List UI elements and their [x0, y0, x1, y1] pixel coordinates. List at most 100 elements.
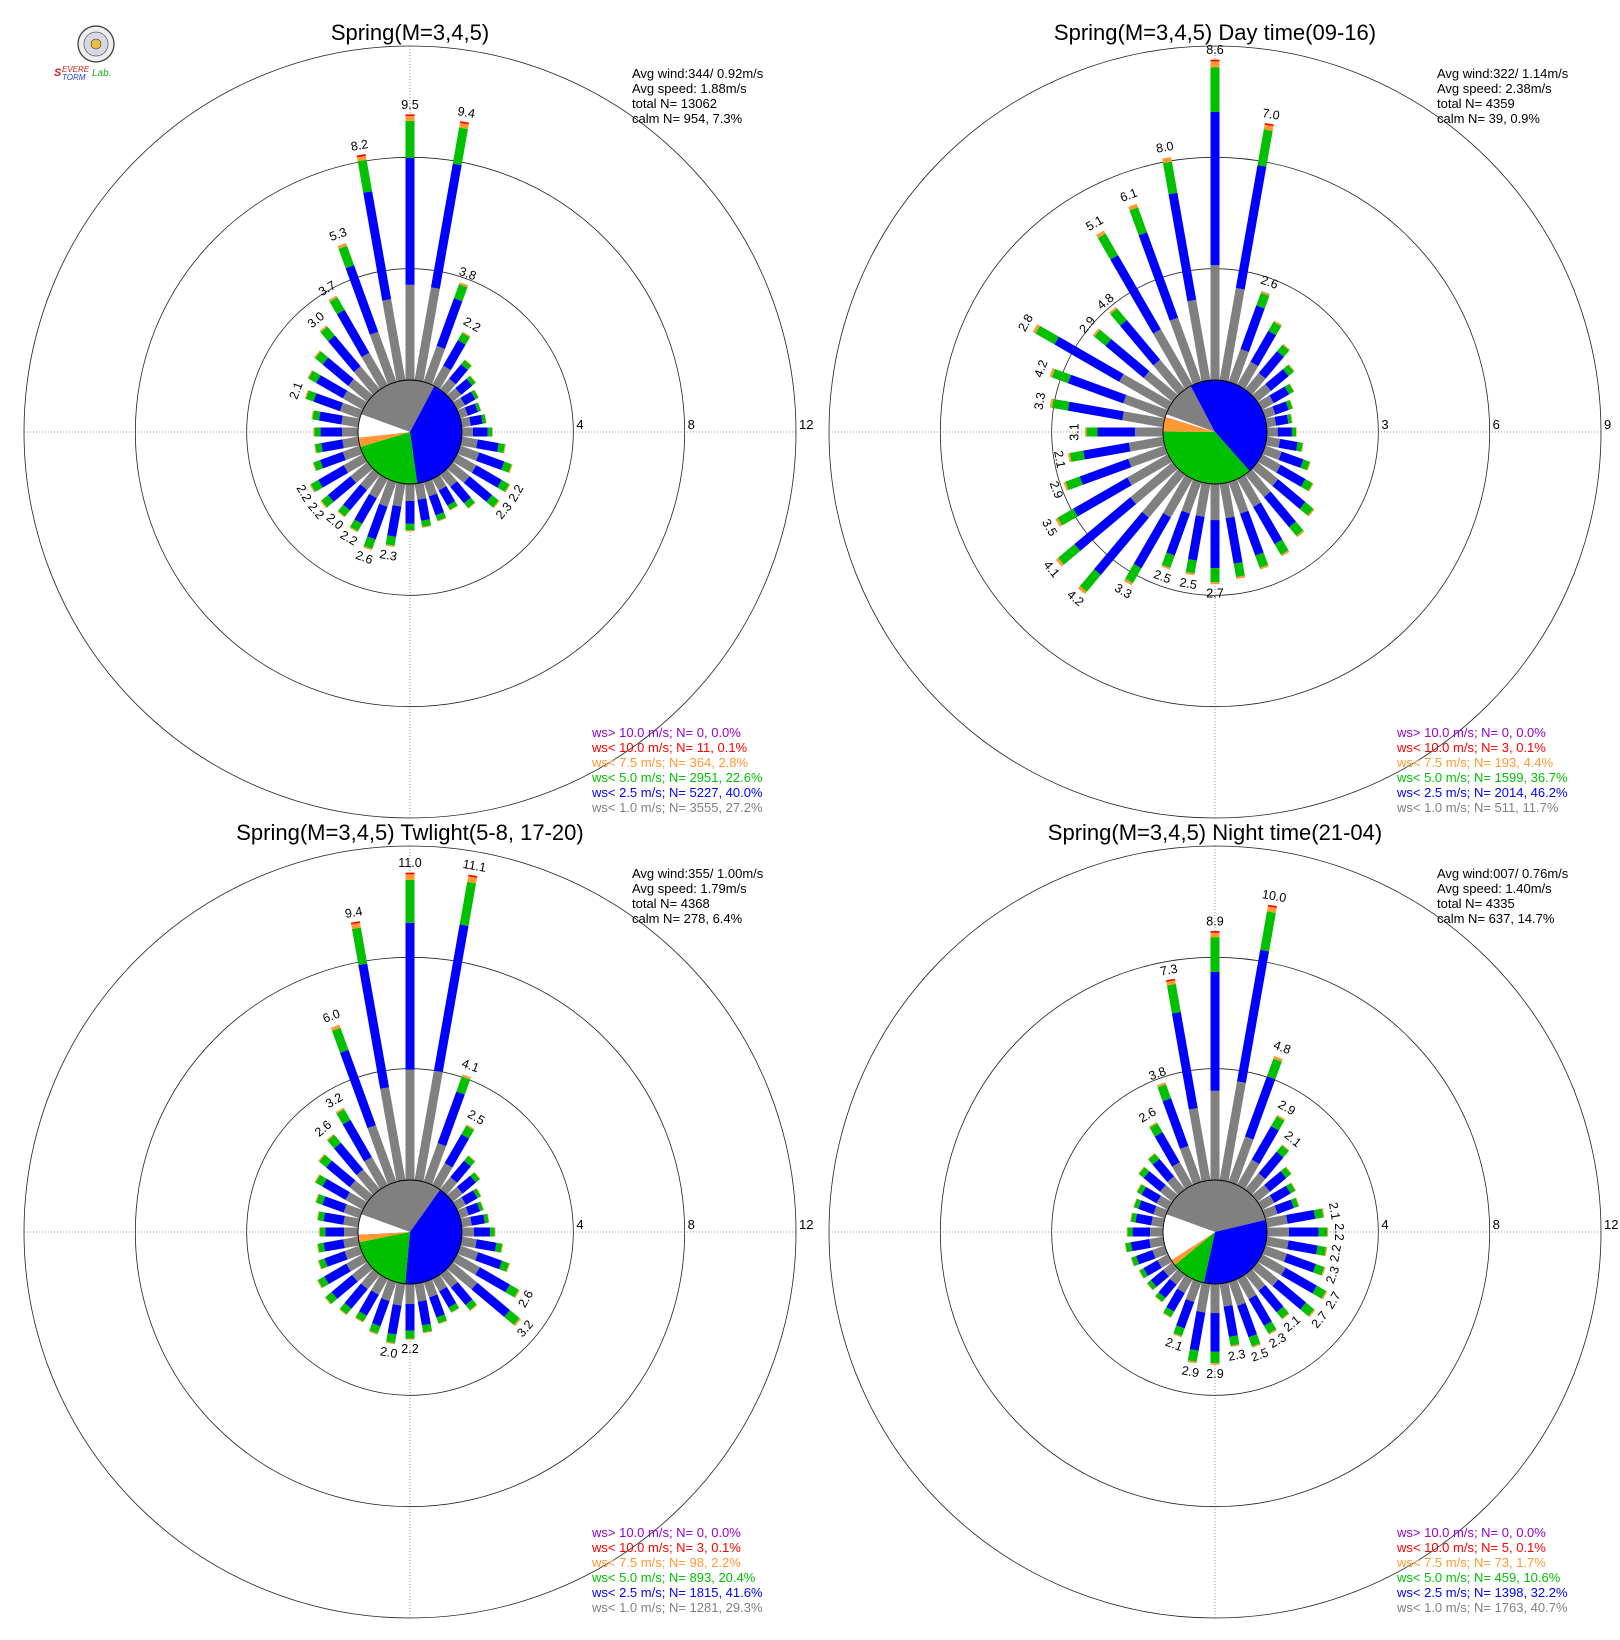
bar-segment [1132, 1227, 1150, 1237]
bar-segment [1251, 1343, 1261, 1348]
bar-segment [363, 191, 392, 301]
direction-bar [1210, 931, 1220, 1180]
bar-segment [316, 1280, 323, 1289]
bar-segment [1149, 1123, 1163, 1137]
direction-bar [309, 454, 368, 493]
bar-segment [330, 1024, 341, 1031]
direction-bar [439, 468, 476, 509]
bar-segment [1274, 1199, 1294, 1214]
bar-segment [346, 1254, 368, 1272]
bar-segment [1065, 476, 1083, 491]
direction-bar [316, 1254, 368, 1289]
bar-segment [1321, 1290, 1328, 1300]
bar-segment [1055, 517, 1062, 527]
bar-segment [481, 414, 487, 424]
bar-segment [1147, 1280, 1157, 1290]
ring-circle [23, 845, 797, 1619]
bar-segment [1296, 427, 1297, 437]
bar-segment [322, 357, 354, 386]
bar-segment [380, 1087, 406, 1182]
hub-pie-slice [361, 380, 435, 432]
bar-segment [405, 120, 415, 158]
wind-rose-panel-2: 3 6 98.67.02.62.72.52.53.34.24.13.52.92.13… [828, 20, 1611, 819]
bar-segment [1290, 414, 1293, 423]
bar-segment [1137, 1184, 1146, 1195]
direction-bar [1219, 904, 1278, 1182]
bar-segment [446, 1186, 463, 1203]
direction-bar [1123, 474, 1193, 586]
direction-bar [452, 1254, 520, 1299]
bar-segment [1281, 1144, 1290, 1152]
direction-bar [314, 1174, 368, 1210]
bar-value-label: 2.7 [1206, 586, 1223, 600]
direction-bar [313, 427, 359, 437]
bar-segment [368, 1330, 378, 1335]
bar-segment [1210, 582, 1220, 585]
bar-segment [1260, 290, 1271, 296]
bar-segment [1210, 59, 1220, 62]
bar-segment [1172, 1162, 1193, 1190]
bar-segment [1067, 453, 1072, 463]
bar-segment [1136, 1250, 1156, 1265]
bar-segment [1312, 1285, 1327, 1299]
bar-segment [468, 1155, 476, 1162]
bar-segment [1277, 344, 1290, 357]
bar-segment [385, 535, 397, 546]
bar-segment [405, 157, 415, 285]
direction-bar [457, 1201, 484, 1219]
direction-bar [356, 154, 406, 382]
direction-bar [1237, 474, 1290, 557]
bar-segment [1128, 445, 1168, 468]
direction-bar [446, 461, 500, 509]
bar-segment [1244, 1268, 1266, 1291]
legend-entry: ws> 10.0 m/s; N= 0, 0.0% [1396, 1525, 1546, 1540]
bar-segment [1276, 1145, 1289, 1158]
bar-segment [470, 1172, 480, 1183]
bar-segment [350, 519, 363, 532]
bar-segment [1296, 442, 1303, 452]
bar-value-label: 2.5 [465, 1107, 487, 1128]
bar-segment [324, 1251, 348, 1267]
bar-segment [1219, 1282, 1233, 1307]
hub-outline [357, 1179, 463, 1285]
bar-segment [1054, 336, 1124, 382]
bar-segment [450, 481, 471, 504]
direction-bar [405, 114, 415, 380]
bar-segment [436, 298, 463, 349]
direction-bar [439, 1155, 476, 1196]
bar-segment [1142, 468, 1186, 518]
bar-segment [1248, 1334, 1261, 1347]
bar-segment [1300, 459, 1310, 471]
bar-segment [1155, 1292, 1166, 1302]
ring-label: 8 [1493, 1217, 1500, 1232]
direction-bar [1251, 364, 1295, 403]
bar-segment [439, 1268, 458, 1288]
bar-segment [1225, 516, 1243, 564]
direction-bar [1172, 1279, 1202, 1338]
bar-segment [429, 1294, 445, 1318]
bar-segment [1185, 1279, 1202, 1303]
bar-segment [1188, 1107, 1211, 1182]
direction-bar [1228, 1056, 1283, 1185]
direction-bar [1237, 1274, 1277, 1335]
bar-segment [451, 1307, 460, 1314]
bar-segment [1280, 550, 1290, 557]
bar-segment [497, 479, 510, 492]
ring-label: 9 [1604, 417, 1611, 432]
bar-segment [405, 501, 415, 524]
bar-segment [1162, 1098, 1189, 1149]
bar-segment [1127, 1227, 1133, 1237]
bar-segment [1185, 559, 1197, 574]
direction-bar [405, 872, 415, 1180]
direction-bar [316, 1236, 360, 1253]
bar-segment [1153, 359, 1186, 396]
direction-bar [414, 121, 470, 382]
bar-segment [342, 390, 368, 410]
bar-segment [1187, 1349, 1199, 1362]
bar-segment [1149, 1227, 1163, 1237]
bar-segment [1138, 1270, 1144, 1279]
direction-bar [1085, 427, 1163, 437]
bar-segment [1280, 1167, 1292, 1178]
bar-segment [1251, 1184, 1271, 1203]
bar-segment [1051, 398, 1070, 411]
